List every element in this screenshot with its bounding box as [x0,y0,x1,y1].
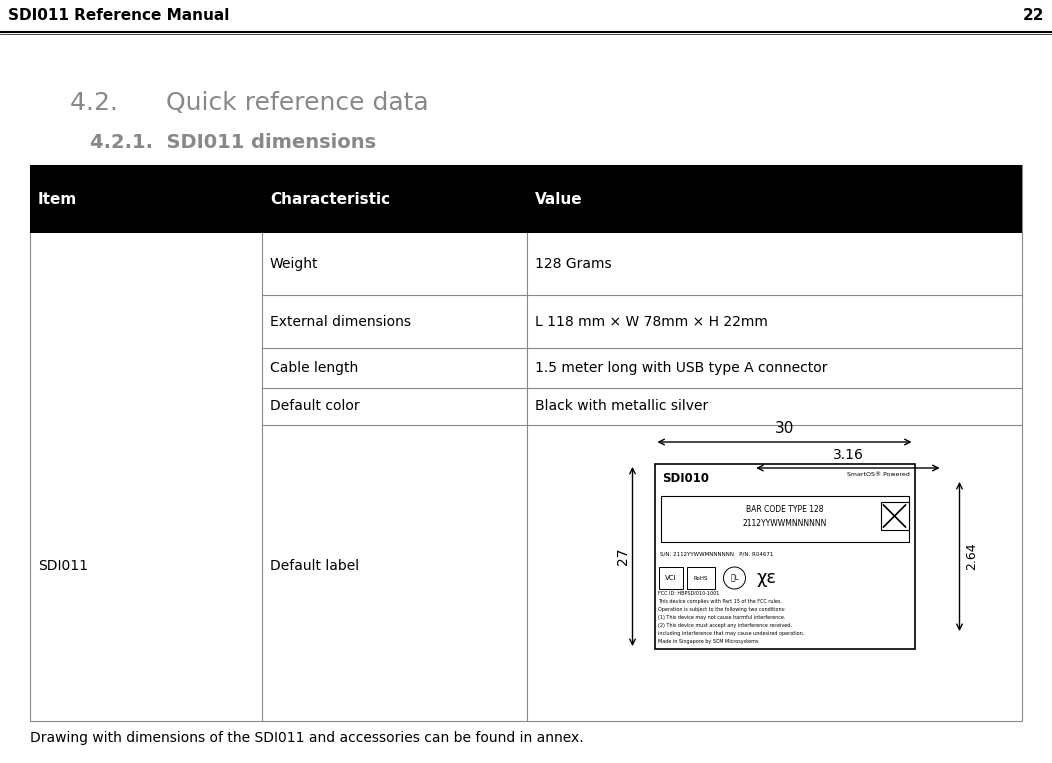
Text: 128 Grams: 128 Grams [535,257,611,271]
Text: BAR CODE TYPE 128: BAR CODE TYPE 128 [746,506,824,514]
Text: 4.2.1.  SDI011 dimensions: 4.2.1. SDI011 dimensions [90,134,377,153]
Text: Value: Value [535,192,583,207]
Text: Ⓤʟ: Ⓤʟ [730,574,739,582]
Text: SDI010: SDI010 [663,472,709,485]
Text: Default color: Default color [270,400,360,414]
Bar [659,567,683,589]
Text: L 118 mm × W 78mm × H 22mm: L 118 mm × W 78mm × H 22mm [535,314,768,329]
Text: SDI011 Reference Manual: SDI011 Reference Manual [8,8,229,24]
Bar [654,464,914,649]
Text: Drawing with dimensions of the SDI011 and accessories can be found in annex.: Drawing with dimensions of the SDI011 an… [31,731,584,745]
Text: This device complies with Part 15 of the FCC rules.: This device complies with Part 15 of the… [659,599,783,604]
Text: 3.16: 3.16 [832,448,864,462]
Bar [0,0,1052,32]
Text: Black with metallic silver: Black with metallic silver [535,400,708,414]
Text: including interference that may cause undesired operation.: including interference that may cause un… [659,631,805,636]
Text: 2112YYWWMNNNNNN: 2112YYWWMNNNNNN [743,519,827,527]
Text: 4.2.      Quick reference data: 4.2. Quick reference data [70,91,428,115]
Text: 27: 27 [615,548,629,565]
Text: Characteristic: Characteristic [270,192,390,207]
Text: S/N: 2112YYWWMNNNNNN   P/N: R04671: S/N: 2112YYWWMNNNNNN P/N: R04671 [661,552,774,556]
Text: SDI011: SDI011 [38,559,88,574]
Text: RoHS: RoHS [693,575,708,581]
Text: χε: χε [756,569,776,587]
Bar [881,502,909,530]
Text: 22: 22 [1023,8,1044,24]
Text: 30: 30 [775,421,794,436]
Text: External dimensions: External dimensions [270,314,411,329]
Text: (2) This device must accept any interference received,: (2) This device must accept any interfer… [659,623,792,628]
Text: 2.64: 2.64 [965,542,978,570]
Text: Cable length: Cable length [270,361,359,375]
Bar [661,496,909,542]
Text: FCC ID: HBPSDI010-1001: FCC ID: HBPSDI010-1001 [659,591,720,596]
Text: (1) This device may not cause harmful interference.: (1) This device may not cause harmful in… [659,615,786,620]
Text: Weight: Weight [270,257,319,271]
Circle shape [724,567,746,589]
Text: VCI: VCI [665,575,676,581]
Text: Default label: Default label [270,559,359,574]
Bar [31,165,1021,233]
Text: Item: Item [38,192,77,207]
Text: Operation is subject to the following two conditions:: Operation is subject to the following tw… [659,607,786,612]
Bar [31,165,1021,721]
Text: 1.5 meter long with USB type A connector: 1.5 meter long with USB type A connector [535,361,828,375]
Text: Made in Singapore by SCM Microsystems: Made in Singapore by SCM Microsystems [659,639,758,644]
Text: SmartOS® Powered: SmartOS® Powered [847,472,910,477]
Bar [687,567,714,589]
